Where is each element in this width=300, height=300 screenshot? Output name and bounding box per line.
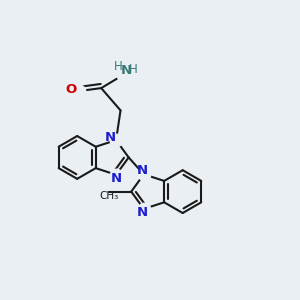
Text: H: H — [129, 63, 137, 76]
Text: N: N — [121, 64, 132, 77]
Text: H: H — [114, 60, 122, 73]
Text: O: O — [66, 83, 77, 96]
Text: N: N — [137, 164, 148, 177]
Text: N: N — [111, 172, 122, 185]
Text: N: N — [105, 130, 116, 144]
Text: N: N — [137, 206, 148, 219]
Text: CH₃: CH₃ — [99, 191, 119, 201]
